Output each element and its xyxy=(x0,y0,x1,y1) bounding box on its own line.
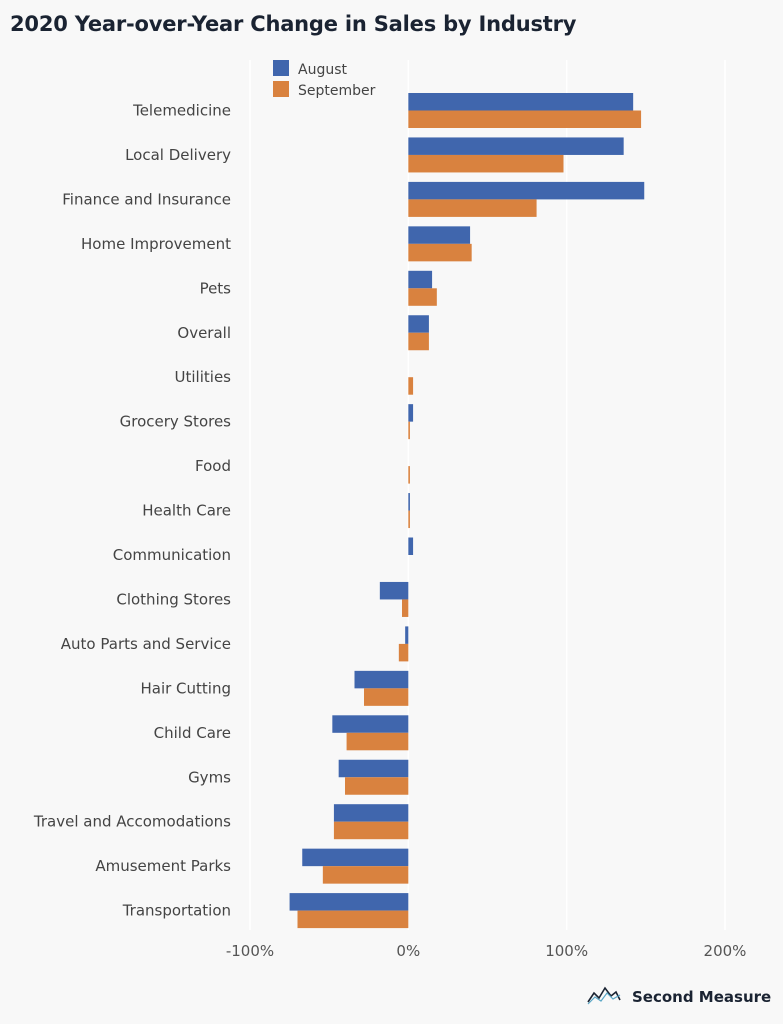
category-label: Local Delivery xyxy=(125,146,231,164)
bar-september-pets xyxy=(408,288,437,306)
bar-august-overall xyxy=(408,315,429,333)
bar-september-utilities xyxy=(408,377,414,395)
category-label: Amusement Parks xyxy=(95,857,231,875)
bar-september-travel-and-accomodations xyxy=(333,821,409,840)
brand: Second Measure xyxy=(586,984,771,1010)
category-label: Grocery Stores xyxy=(120,413,232,431)
x-tick-label: 0% xyxy=(396,942,420,960)
bar-august-clothing-stores xyxy=(379,581,409,600)
category-label: Food xyxy=(195,457,231,475)
bar-chart: Telemedicine Local Delivery Finance and In… xyxy=(33,60,747,960)
bar-august-transportation xyxy=(289,893,409,911)
bar-september-overall xyxy=(408,332,429,351)
bar-august-child-care xyxy=(332,715,409,733)
bar-september-auto-parts-and-service xyxy=(398,643,409,662)
bar-august-health-care xyxy=(408,493,410,511)
bar-august-hair-cutting xyxy=(354,670,409,689)
bar-september-child-care xyxy=(346,732,409,751)
bar-september-transportation xyxy=(297,910,409,929)
category-label: Travel and Accomodations xyxy=(33,813,231,831)
category-label: Telemedicine xyxy=(132,102,231,120)
category-labels: Telemedicine Local Delivery Finance and In… xyxy=(33,102,231,920)
bar-august-travel-and-accomodations xyxy=(333,804,409,822)
bar-august-amusement-parks xyxy=(302,848,409,867)
bar-september-gyms xyxy=(345,777,409,795)
category-label: Transportation xyxy=(122,902,231,920)
bar-september-amusement-parks xyxy=(322,866,409,884)
category-label: Overall xyxy=(177,324,231,342)
bar-september-local-delivery xyxy=(408,154,564,173)
bar-august-pets xyxy=(408,270,433,289)
bar-september-finance-and-insurance xyxy=(408,199,537,217)
category-label: Clothing Stores xyxy=(116,590,231,608)
legend-label-september: September xyxy=(298,83,376,99)
category-label: Hair Cutting xyxy=(140,679,231,697)
x-tick-label: 200% xyxy=(704,942,747,960)
brand-name: Second Measure xyxy=(632,988,772,1006)
bar-september-telemedicine xyxy=(408,110,642,128)
category-label: Home Improvement xyxy=(81,235,231,253)
bar-august-communication xyxy=(408,537,414,555)
x-tick-labels: -100% 0% 100% 200% xyxy=(226,942,747,960)
x-tick-label: 100% xyxy=(545,942,588,960)
second-measure-logo-icon xyxy=(586,984,622,1010)
category-label: Pets xyxy=(200,279,232,297)
category-label: Utilities xyxy=(175,368,232,386)
bar-august-telemedicine xyxy=(408,93,634,111)
bar-august-auto-parts-and-service xyxy=(405,626,409,644)
bar-september-grocery-stores xyxy=(408,421,410,440)
bar-september-health-care xyxy=(408,510,410,529)
legend: August September xyxy=(273,60,376,99)
bar-august-home-improvement xyxy=(408,226,471,244)
category-label: Finance and Insurance xyxy=(62,190,231,208)
bars xyxy=(289,93,645,929)
bar-august-gyms xyxy=(338,759,409,778)
category-label: Child Care xyxy=(154,724,231,742)
legend-swatch-august xyxy=(273,60,289,76)
category-label: Gyms xyxy=(188,768,231,786)
bar-september-hair-cutting xyxy=(364,688,409,706)
category-label: Communication xyxy=(113,546,231,564)
bar-september-food xyxy=(408,466,410,484)
bar-september-clothing-stores xyxy=(402,599,409,617)
bar-august-finance-and-insurance xyxy=(408,181,645,200)
bar-august-grocery-stores xyxy=(408,404,414,422)
x-tick-label: -100% xyxy=(226,942,274,960)
category-label: Health Care xyxy=(142,502,231,520)
bar-august-local-delivery xyxy=(408,137,624,155)
category-label: Auto Parts and Service xyxy=(61,635,231,653)
legend-label-august: August xyxy=(298,62,348,78)
bar-september-home-improvement xyxy=(408,243,472,262)
chart-title: 2020 Year-over-Year Change in Sales by I… xyxy=(10,12,577,36)
legend-swatch-september xyxy=(273,81,289,97)
